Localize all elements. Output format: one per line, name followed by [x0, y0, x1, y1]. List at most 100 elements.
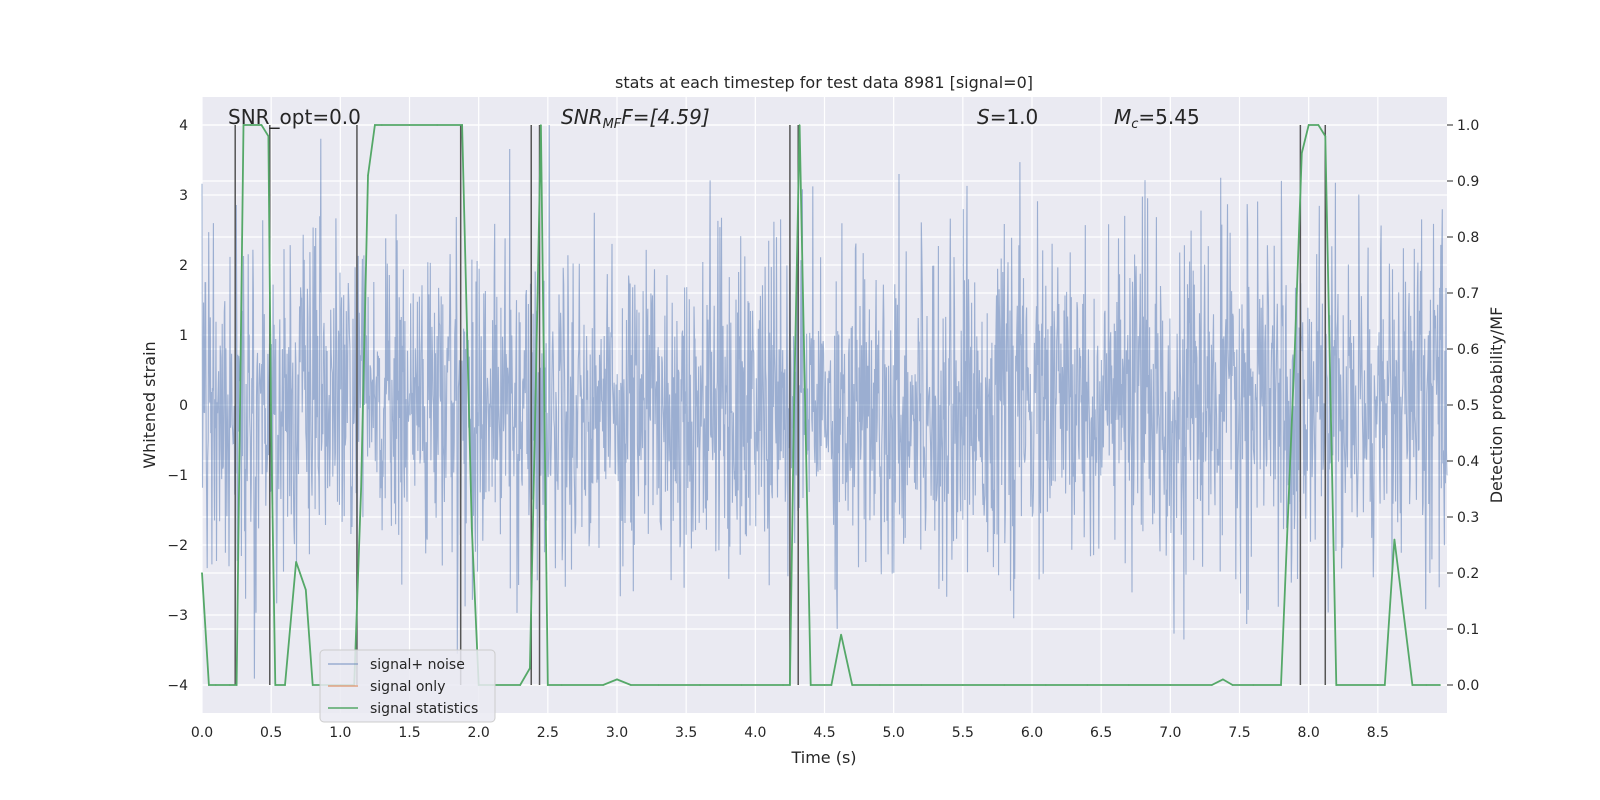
x-tick-label: 5.5 [952, 725, 974, 741]
snr-mf-annotation: SNRMFF=[4.59] [561, 105, 710, 132]
stat-point-70 [1393, 538, 1396, 541]
legend-label-signal: signal only [370, 679, 445, 695]
legend-label-noise: signal+ noise [370, 657, 465, 673]
y-left-tick-label: 0 [179, 398, 188, 414]
mc-main: M [1114, 105, 1131, 129]
legend-label-stats: signal statistics [370, 701, 478, 717]
stat-point-12 [295, 561, 297, 563]
x-tick-label: 8.5 [1367, 725, 1389, 741]
x-tick-label: 7.5 [1228, 725, 1250, 741]
stat-point-25 [471, 527, 473, 529]
stat-point-3 [228, 684, 231, 686]
y-left-tick-label: −4 [167, 678, 188, 694]
y-right-tick-label: 0.2 [1457, 566, 1479, 582]
x-tick-label: 5.0 [883, 725, 905, 741]
mc-annotation: Mc=5.45 [1114, 105, 1200, 132]
stat-point-68 [1377, 684, 1379, 686]
mc-value: =5.45 [1138, 105, 1199, 129]
stat-point-55 [1128, 684, 1130, 686]
y-left-tick-label: 1 [179, 328, 188, 344]
stat-point-6 [249, 124, 252, 126]
stat-point-41 [789, 684, 791, 686]
stat-point-28 [519, 684, 521, 686]
y-left-tick-label: −2 [167, 538, 188, 554]
stat-point-29 [529, 667, 531, 669]
stat-point-32 [547, 684, 549, 686]
y-left-tick-label: −3 [167, 608, 188, 624]
x-tick-label: 2.0 [468, 725, 490, 741]
stat-point-18 [360, 488, 362, 490]
y-right-tick-label: 1.0 [1457, 118, 1479, 134]
x-tick-label: 3.0 [606, 725, 628, 741]
x-tick-label: 8.0 [1298, 725, 1320, 741]
y-right-tick-label: 0.1 [1457, 622, 1479, 638]
stat-point-24 [461, 124, 463, 126]
x-tick-label: 1.0 [329, 725, 351, 741]
legend-box [319, 649, 496, 723]
s-value: =1.0 [990, 105, 1039, 129]
stat-point-20 [374, 124, 376, 126]
x-tick-label: 7.0 [1159, 725, 1181, 741]
stat-point-10 [274, 684, 277, 686]
stat-point-9 [270, 432, 273, 434]
stat-point-73 [1425, 684, 1428, 686]
snr-mf-value: F=[4.59] [621, 105, 709, 129]
y-right-tick-label: 0.8 [1457, 230, 1479, 246]
stat-point-37 [657, 684, 660, 686]
stat-point-35 [616, 678, 618, 681]
stat-point-53 [1045, 684, 1047, 686]
stat-point-0 [201, 572, 203, 574]
stat-point-23 [436, 124, 439, 126]
stat-point-22 [408, 124, 411, 126]
y-right-tick-label: 0.4 [1457, 454, 1479, 470]
chart-title: stats at each timestep for test data 898… [615, 73, 1033, 92]
line-signal-noise [201, 124, 1448, 679]
y-left-tick-label: 3 [179, 188, 188, 204]
stat-point-4 [235, 684, 238, 686]
stat-point-14 [311, 684, 314, 686]
x-tick-label: 4.0 [744, 725, 766, 741]
y-left-axis-ticks: −4 −3 −2 −1 0 1 2 3 4 [167, 118, 188, 694]
stat-point-8 [267, 135, 270, 137]
stat-point-36 [630, 684, 632, 686]
series-signal-statistics [201, 124, 1441, 686]
stat-point-40 [782, 684, 784, 686]
stat-point-5 [242, 124, 245, 126]
stat-point-67 [1335, 684, 1338, 686]
stat-point-69 [1384, 684, 1386, 686]
stat-point-2 [215, 684, 217, 686]
x-tick-label: 4.5 [813, 725, 835, 741]
stat-point-19 [367, 174, 369, 177]
stat-point-44 [809, 684, 812, 686]
y-right-tick-label: 0.9 [1457, 174, 1479, 190]
stat-point-31 [540, 124, 542, 126]
stat-point-59 [1231, 684, 1234, 686]
s-main: S [977, 105, 990, 129]
stat-point-7 [260, 124, 263, 126]
stat-point-63 [1301, 152, 1303, 154]
stat-point-60 [1252, 684, 1255, 686]
stat-point-39 [740, 684, 743, 686]
y-right-tick-label: 0.5 [1457, 398, 1479, 414]
y-left-axis-label: Whitened strain [140, 341, 159, 468]
stat-point-52 [1003, 684, 1006, 686]
stat-point-1 [208, 684, 210, 686]
stat-point-48 [851, 684, 853, 686]
stat-point-62 [1294, 348, 1296, 350]
stat-point-13 [305, 589, 307, 591]
legend: signal+ noise signal only signal statist… [319, 649, 496, 723]
x-tick-label: 3.5 [675, 725, 697, 741]
stat-point-45 [823, 684, 826, 686]
stat-point-47 [840, 633, 842, 636]
stat-point-38 [699, 684, 701, 686]
stat-point-61 [1280, 684, 1282, 686]
stat-point-74 [1439, 684, 1441, 686]
stat-point-71 [1404, 628, 1407, 630]
stat-point-11 [284, 684, 286, 686]
x-tick-label: 6.0 [1021, 725, 1043, 741]
y-right-tick-label: 0.0 [1457, 678, 1479, 694]
y-right-tick-label: 0.6 [1457, 342, 1479, 358]
y-left-tick-label: 4 [179, 118, 188, 134]
x-tick-label: 6.5 [1090, 725, 1112, 741]
